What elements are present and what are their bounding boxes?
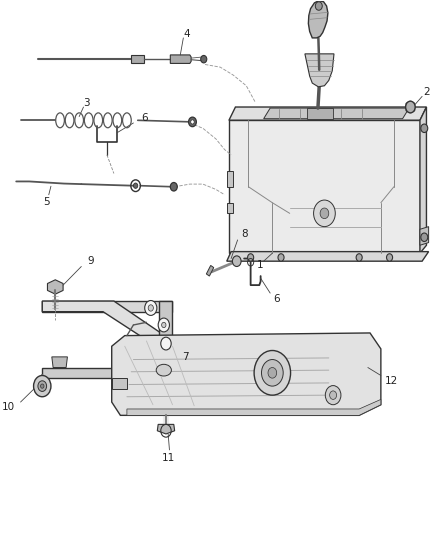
Text: 8: 8	[241, 229, 247, 239]
Circle shape	[162, 322, 166, 328]
Circle shape	[268, 368, 277, 378]
Circle shape	[330, 391, 336, 399]
Circle shape	[314, 200, 335, 227]
Polygon shape	[227, 203, 233, 213]
Circle shape	[148, 305, 153, 311]
Polygon shape	[307, 108, 333, 119]
Polygon shape	[170, 55, 191, 63]
Polygon shape	[206, 265, 214, 276]
Polygon shape	[420, 107, 427, 253]
Text: 9: 9	[88, 256, 94, 266]
Text: 4: 4	[183, 29, 190, 39]
Text: 1: 1	[257, 261, 264, 270]
Polygon shape	[47, 280, 63, 294]
Polygon shape	[159, 301, 173, 357]
Circle shape	[247, 254, 254, 261]
Circle shape	[201, 55, 207, 63]
Text: 11: 11	[162, 453, 175, 463]
Circle shape	[41, 384, 44, 388]
Text: 10: 10	[2, 402, 15, 413]
Circle shape	[261, 360, 283, 386]
Circle shape	[356, 254, 362, 261]
Text: 2: 2	[423, 87, 430, 97]
Polygon shape	[42, 368, 173, 378]
Polygon shape	[52, 357, 67, 368]
Circle shape	[386, 254, 392, 261]
Polygon shape	[157, 424, 175, 434]
Circle shape	[188, 117, 196, 127]
Text: 7: 7	[182, 352, 189, 362]
Polygon shape	[112, 333, 381, 415]
Circle shape	[134, 183, 138, 188]
Text: 6: 6	[141, 112, 148, 123]
Polygon shape	[112, 378, 127, 389]
Circle shape	[254, 351, 290, 395]
Polygon shape	[131, 55, 144, 63]
Circle shape	[158, 318, 170, 332]
Ellipse shape	[156, 365, 171, 376]
Circle shape	[34, 375, 51, 397]
Circle shape	[325, 385, 341, 405]
Circle shape	[170, 182, 177, 191]
Polygon shape	[42, 301, 173, 312]
Polygon shape	[229, 120, 420, 253]
Polygon shape	[227, 171, 233, 187]
Polygon shape	[420, 227, 429, 245]
Polygon shape	[227, 252, 429, 261]
Polygon shape	[264, 108, 409, 119]
Circle shape	[191, 120, 194, 124]
Circle shape	[421, 233, 428, 241]
Circle shape	[278, 254, 284, 261]
Circle shape	[320, 208, 329, 219]
Circle shape	[421, 124, 428, 133]
Polygon shape	[229, 107, 427, 120]
Text: 12: 12	[385, 376, 398, 386]
Text: 3: 3	[83, 98, 90, 108]
Polygon shape	[308, 1, 328, 38]
Circle shape	[161, 337, 171, 350]
Text: 6: 6	[273, 294, 280, 304]
Polygon shape	[305, 54, 334, 87]
Text: 5: 5	[43, 197, 50, 207]
Circle shape	[233, 256, 241, 266]
Circle shape	[38, 381, 46, 391]
Polygon shape	[42, 301, 173, 357]
Circle shape	[406, 101, 415, 113]
Circle shape	[145, 301, 157, 316]
Polygon shape	[152, 357, 172, 368]
Circle shape	[315, 2, 322, 10]
Polygon shape	[127, 399, 381, 415]
